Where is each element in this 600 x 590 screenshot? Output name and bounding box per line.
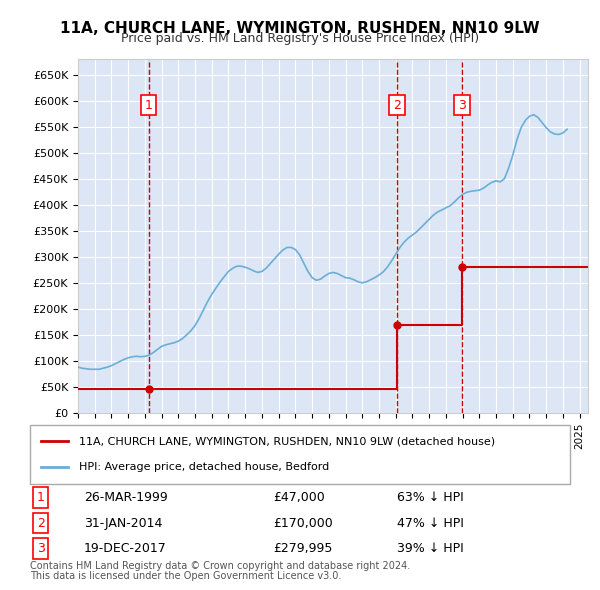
Text: 63% ↓ HPI: 63% ↓ HPI	[397, 491, 464, 504]
Text: Price paid vs. HM Land Registry's House Price Index (HPI): Price paid vs. HM Land Registry's House …	[121, 32, 479, 45]
Text: HPI: Average price, detached house, Bedford: HPI: Average price, detached house, Bedf…	[79, 463, 329, 472]
Text: 11A, CHURCH LANE, WYMINGTON, RUSHDEN, NN10 9LW: 11A, CHURCH LANE, WYMINGTON, RUSHDEN, NN…	[60, 21, 540, 35]
Text: 39% ↓ HPI: 39% ↓ HPI	[397, 542, 464, 555]
Text: 31-JAN-2014: 31-JAN-2014	[84, 517, 163, 530]
Text: 26-MAR-1999: 26-MAR-1999	[84, 491, 168, 504]
Text: This data is licensed under the Open Government Licence v3.0.: This data is licensed under the Open Gov…	[30, 571, 341, 581]
Text: £279,995: £279,995	[273, 542, 332, 555]
FancyBboxPatch shape	[30, 425, 570, 484]
Text: 1: 1	[145, 99, 152, 112]
Text: 11A, CHURCH LANE, WYMINGTON, RUSHDEN, NN10 9LW (detached house): 11A, CHURCH LANE, WYMINGTON, RUSHDEN, NN…	[79, 437, 495, 446]
Text: £47,000: £47,000	[273, 491, 325, 504]
Text: Contains HM Land Registry data © Crown copyright and database right 2024.: Contains HM Land Registry data © Crown c…	[30, 561, 410, 571]
Text: 2: 2	[393, 99, 401, 112]
Text: £170,000: £170,000	[273, 517, 333, 530]
Text: 19-DEC-2017: 19-DEC-2017	[84, 542, 167, 555]
Text: 1: 1	[37, 491, 45, 504]
Text: 3: 3	[37, 542, 45, 555]
Text: 47% ↓ HPI: 47% ↓ HPI	[397, 517, 464, 530]
Text: 2: 2	[37, 517, 45, 530]
Text: 3: 3	[458, 99, 466, 112]
